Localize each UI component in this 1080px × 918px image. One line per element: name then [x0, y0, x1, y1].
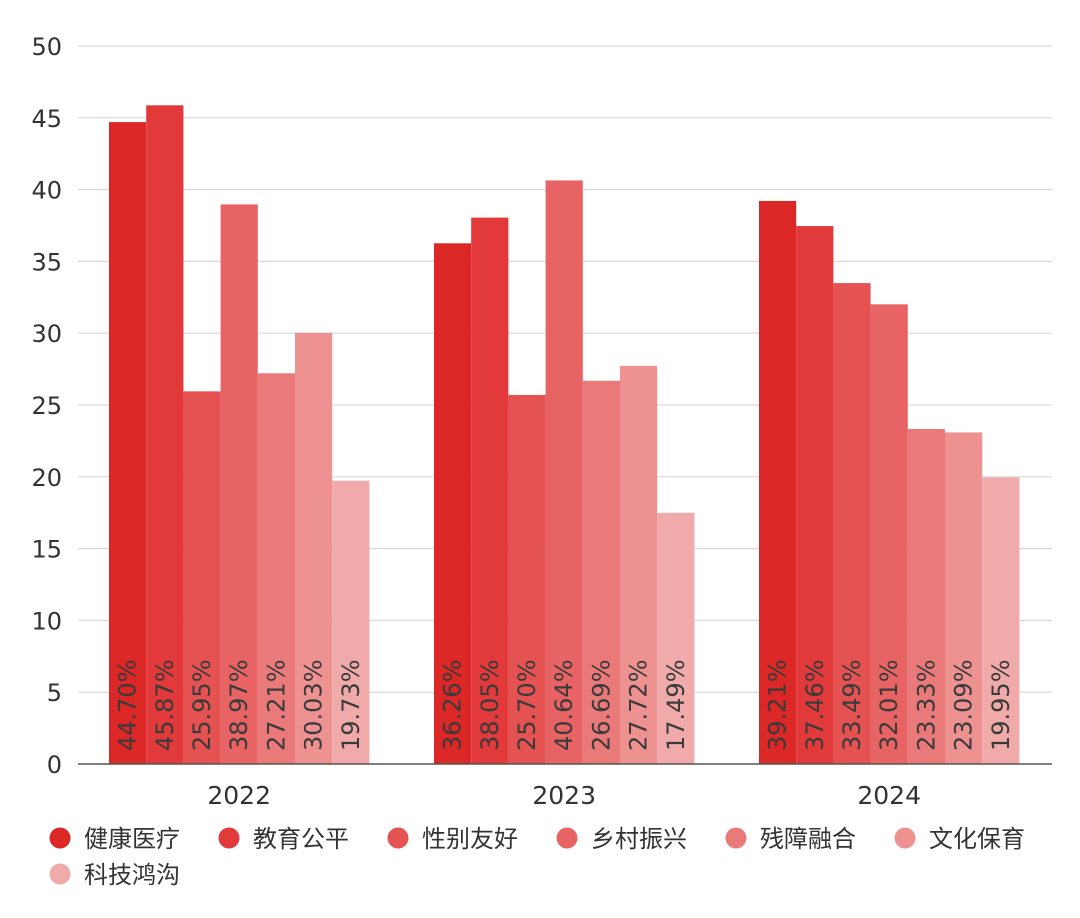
bar [146, 105, 184, 764]
bar-value-label: 36.26% [439, 659, 467, 751]
bar-value-label: 45.87% [151, 659, 179, 751]
y-tick-label: 10 [31, 607, 62, 635]
bar-value-label: 25.95% [188, 659, 216, 751]
bar-labels: 44.70% 36.26% 39.21% 45.87% 38.05% 37.46% 25.9… [114, 659, 1015, 751]
bar [833, 283, 871, 764]
bar-value-label: 17.49% [662, 659, 690, 751]
y-tick-label: 25 [31, 392, 62, 420]
y-tick-label: 45 [31, 105, 62, 133]
legend-label: 残障融合 [760, 825, 856, 853]
bars [109, 105, 1020, 765]
bar [183, 391, 221, 764]
bar [508, 394, 546, 764]
bar [295, 332, 333, 764]
bar [870, 304, 908, 764]
y-tick-label: 0 [47, 751, 62, 779]
bar [620, 365, 658, 764]
bar [332, 480, 370, 764]
bar-value-label: 27.72% [625, 659, 653, 751]
legend-label: 乡村振兴 [591, 825, 687, 853]
bar [796, 226, 834, 764]
bar-value-label: 39.21% [764, 659, 792, 751]
legend-label: 性别友好 [422, 825, 518, 853]
bar-value-label: 33.49% [838, 659, 866, 751]
legend-label: 文化保育 [929, 825, 1025, 853]
bar-value-label: 40.64% [550, 659, 578, 751]
x-category-label: 2023 [532, 781, 596, 810]
bar [945, 432, 983, 764]
bar [471, 217, 509, 765]
legend-swatch [49, 827, 71, 849]
bar [657, 512, 695, 764]
legend-label: 教育公平 [253, 825, 349, 853]
legend-label: 健康医疗 [84, 825, 180, 853]
y-tick-label: 20 [31, 464, 62, 492]
bar-value-label: 44.70% [114, 659, 142, 751]
y-axis-ticks: 0 5 10 15 20 25 30 35 40 45 50 [31, 33, 62, 779]
x-axis-labels: 2022 2023 2024 [207, 781, 921, 810]
bar [109, 122, 147, 764]
legend-label: 科技鸿沟 [84, 861, 180, 889]
bar-value-label: 27.21% [262, 659, 290, 751]
bar-value-label: 32.01% [875, 659, 903, 751]
legend-swatch [894, 827, 916, 849]
bar [582, 380, 620, 764]
bar [545, 180, 583, 764]
bar-value-label: 19.95% [987, 659, 1015, 751]
bar-value-label: 23.09% [950, 659, 978, 751]
bar [257, 373, 295, 764]
x-category-label: 2024 [857, 781, 921, 810]
y-tick-label: 50 [31, 33, 62, 61]
bar-value-label: 37.46% [801, 659, 829, 751]
legend-swatch [218, 827, 240, 849]
bar-value-label: 38.97% [225, 659, 253, 751]
y-tick-label: 15 [31, 536, 62, 564]
bar-value-label: 38.05% [476, 659, 504, 751]
bar [907, 428, 945, 764]
y-tick-label: 35 [31, 248, 62, 276]
y-tick-label: 5 [47, 679, 62, 707]
bar-value-label: 25.70% [513, 659, 541, 751]
bar-value-label: 30.03% [300, 659, 328, 751]
legend-swatch [387, 827, 409, 849]
bar [982, 477, 1020, 764]
x-category-label: 2022 [207, 781, 271, 810]
y-tick-label: 40 [31, 177, 62, 205]
y-tick-label: 30 [31, 320, 62, 348]
legend-swatch [725, 827, 747, 849]
bar [759, 200, 797, 764]
legend-swatch [556, 827, 578, 849]
bar-value-label: 19.73% [337, 659, 365, 751]
bar [220, 204, 258, 764]
bar-value-label: 26.69% [587, 659, 615, 751]
bar [434, 243, 472, 764]
bar-value-label: 23.33% [912, 659, 940, 751]
legend-swatch [49, 863, 71, 885]
